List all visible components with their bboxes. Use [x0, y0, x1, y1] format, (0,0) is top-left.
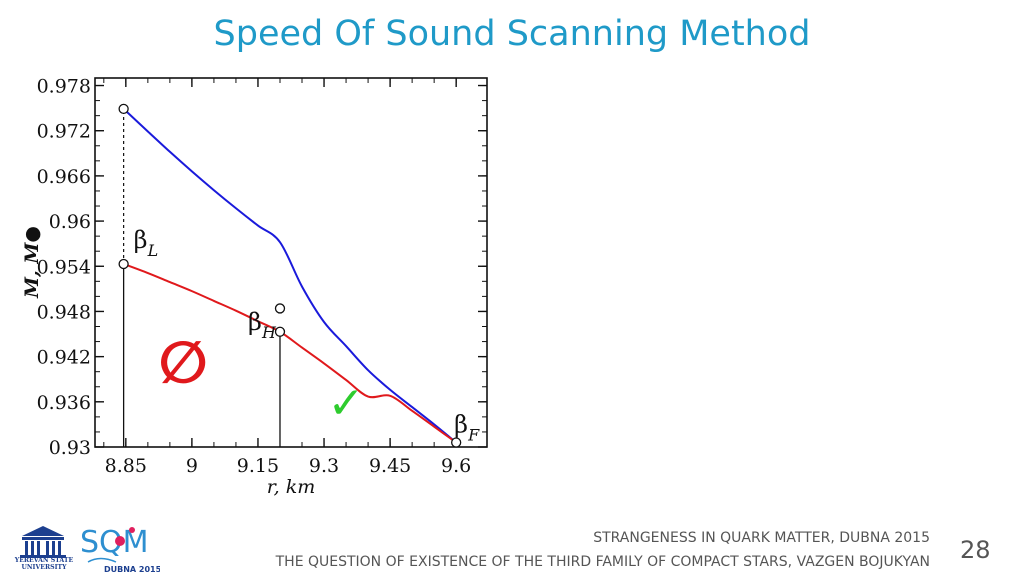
- data-point-marker: [118, 103, 129, 115]
- sqm-logo-subtext: DUBNA 2015: [104, 565, 160, 574]
- x-axis-label: r, km: [267, 476, 316, 498]
- y-tick-label: 0.972: [37, 121, 91, 143]
- data-point-marker: [451, 437, 462, 448]
- point-label-beta: β: [454, 410, 468, 438]
- university-logo: [20, 526, 66, 558]
- point-label-subscript: H: [261, 323, 277, 342]
- y-tick-label: 0.936: [37, 392, 91, 414]
- y-tick-label: 0.96: [49, 211, 91, 233]
- y-tick-label: 0.93: [49, 437, 91, 459]
- chart-annotations: ∅✓: [158, 329, 364, 429]
- slide-title: Speed Of Sound Scanning Method: [213, 14, 811, 54]
- x-tick-label: 9.3: [309, 455, 339, 477]
- plot-frame: [94, 77, 488, 448]
- point-label-subscript: F: [467, 425, 480, 444]
- point-labels: β Lβ Hβ F: [134, 226, 481, 444]
- university-name-line1: YEREVAN STATE: [14, 557, 74, 564]
- x-tick-label: 9.15: [237, 455, 279, 477]
- series-line-blue: [122, 108, 457, 444]
- x-tick-label: 9.6: [441, 455, 471, 477]
- point-label-beta: β: [248, 308, 262, 336]
- chart-series: [122, 108, 457, 444]
- point-label-subscript: L: [147, 241, 159, 260]
- y-tick-label: 0.978: [37, 76, 91, 98]
- y-tick-label: 0.966: [37, 166, 91, 188]
- university-logo-text: YEREVAN STATE UNIVERSITY: [14, 557, 74, 571]
- footer-conference: STRANGENESS IN QUARK MATTER, DUBNA 2015: [593, 530, 930, 546]
- page-number: 28: [960, 536, 991, 564]
- series-line-red: [123, 263, 457, 444]
- y-tick-label: 0.948: [37, 301, 91, 323]
- data-point-marker: [274, 303, 286, 314]
- sqm-logo: SQM DUBNA 2015: [80, 525, 160, 574]
- x-tick-label: 9: [186, 455, 198, 477]
- data-point-marker: [118, 258, 129, 270]
- y-axis-label: M, M●: [21, 226, 43, 299]
- y-tick-label: 0.954: [37, 256, 91, 278]
- university-name-line2: UNIVERSITY: [21, 564, 67, 571]
- x-tick-label: 8.85: [105, 455, 147, 477]
- x-tick-label: 9.45: [369, 455, 411, 477]
- y-tick-label: 0.942: [37, 347, 91, 369]
- check-mark-annotation: ✓: [328, 378, 365, 429]
- sqm-logo-text: SQM: [80, 525, 149, 560]
- data-point-marker: [274, 326, 286, 337]
- point-label-beta: β: [134, 226, 148, 254]
- chart-markers: [118, 103, 462, 448]
- footer-talk-title: THE QUESTION OF EXISTENCE OF THE THIRD F…: [275, 554, 930, 570]
- vertical-guides: [122, 108, 281, 447]
- empty-set-annotation: ∅: [158, 329, 208, 397]
